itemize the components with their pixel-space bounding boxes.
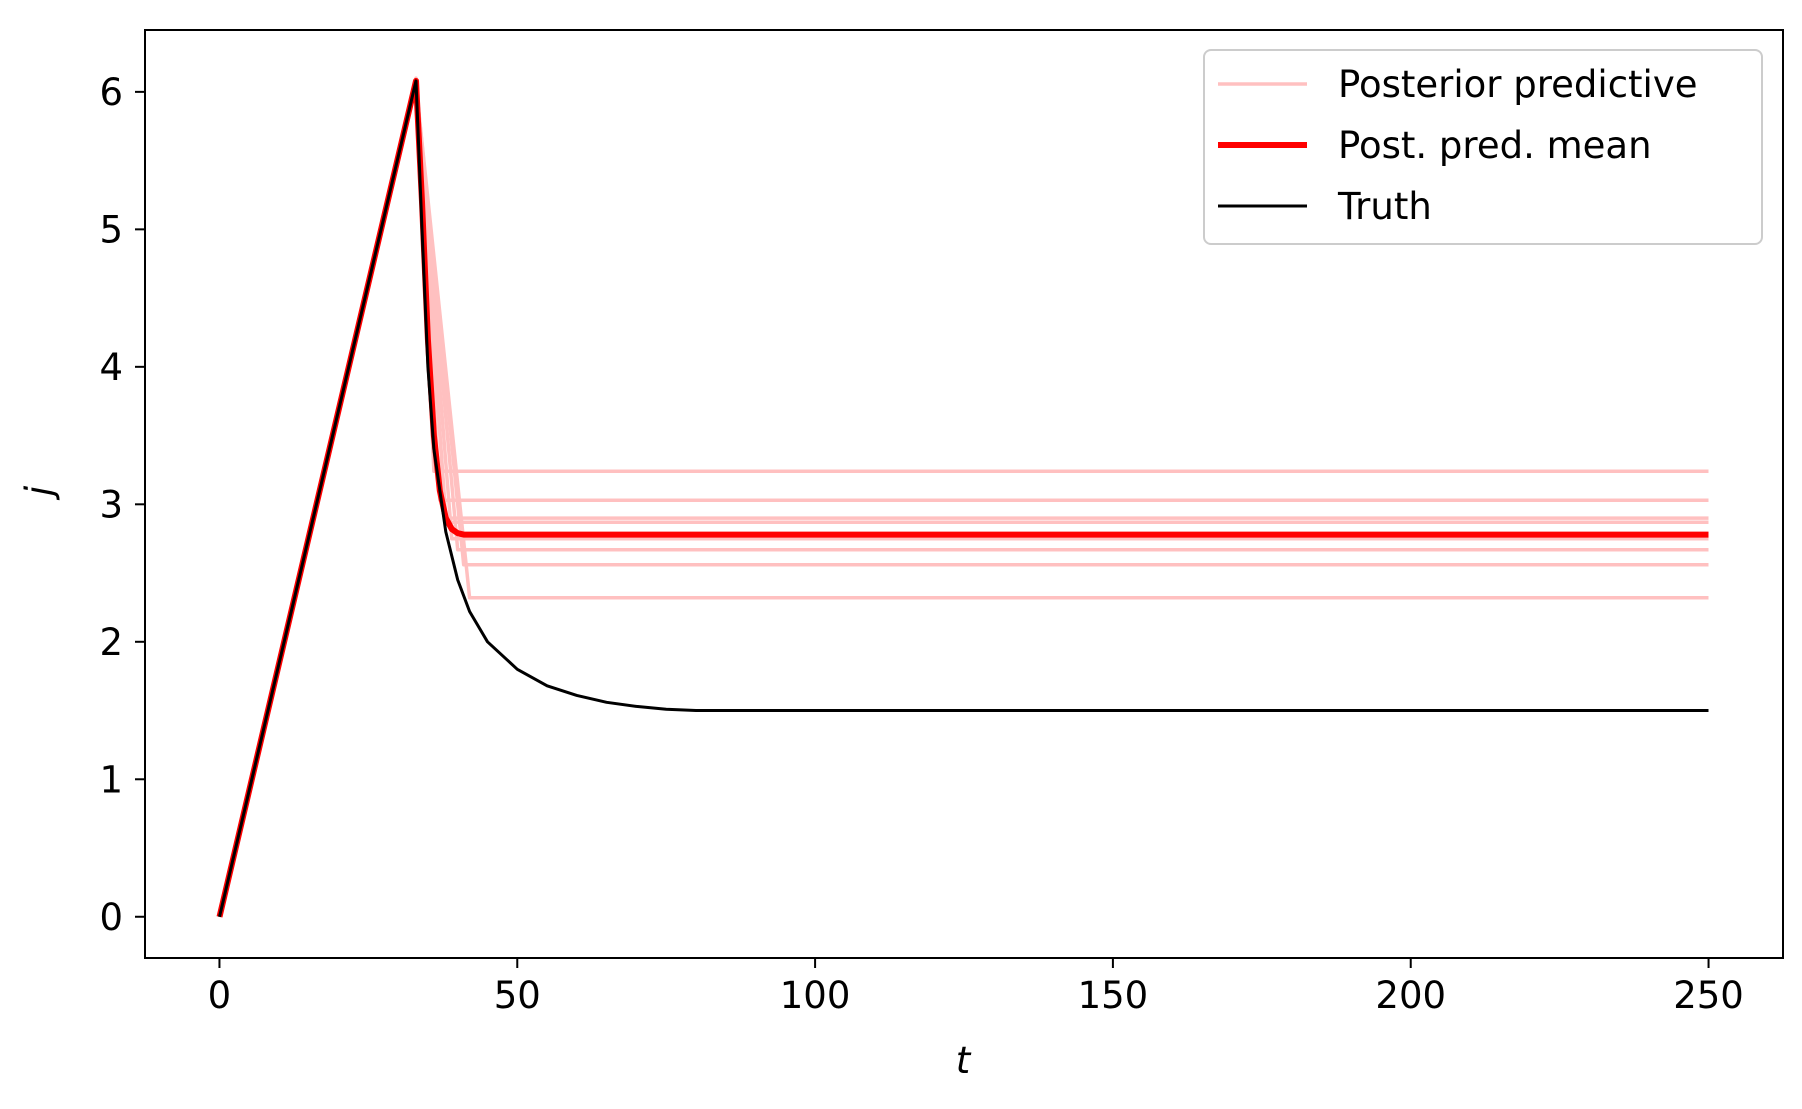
x-tick-label: 200 <box>1375 974 1446 1017</box>
plot-layer <box>216 76 1709 918</box>
legend-label-posterior-predictive: Posterior predictive <box>1338 63 1698 106</box>
x-tick-label: 50 <box>494 974 541 1017</box>
plot-area <box>216 76 1709 918</box>
y-tick-label: 3 <box>99 483 123 526</box>
y-tick-label: 6 <box>99 71 123 114</box>
y-tick-label: 1 <box>99 758 123 801</box>
axes-layer: 0 50 100 150 200 250 0 1 2 3 4 5 6 <box>99 29 1784 1017</box>
x-tick-label: 250 <box>1673 974 1744 1017</box>
legend: Posterior predictive Post. pred. mean Trut… <box>1203 49 1763 245</box>
y-tick-label: 5 <box>99 208 123 251</box>
truth-line <box>218 79 1709 918</box>
y-tick-label: 2 <box>99 621 123 664</box>
legend-label-post-pred-mean: Post. pred. mean <box>1338 124 1652 167</box>
y-tick-label: 4 <box>99 346 123 389</box>
x-tick-label: 100 <box>780 974 851 1017</box>
x-tick-label: 0 <box>208 974 232 1017</box>
axes-frame <box>144 29 1784 959</box>
x-tick-label: 150 <box>1078 974 1149 1017</box>
x-axis-label: t <box>956 1039 972 1082</box>
y-tick-label: 0 <box>99 896 123 939</box>
legend-label-truth: Truth <box>1337 185 1432 228</box>
legend-box <box>1203 49 1763 245</box>
